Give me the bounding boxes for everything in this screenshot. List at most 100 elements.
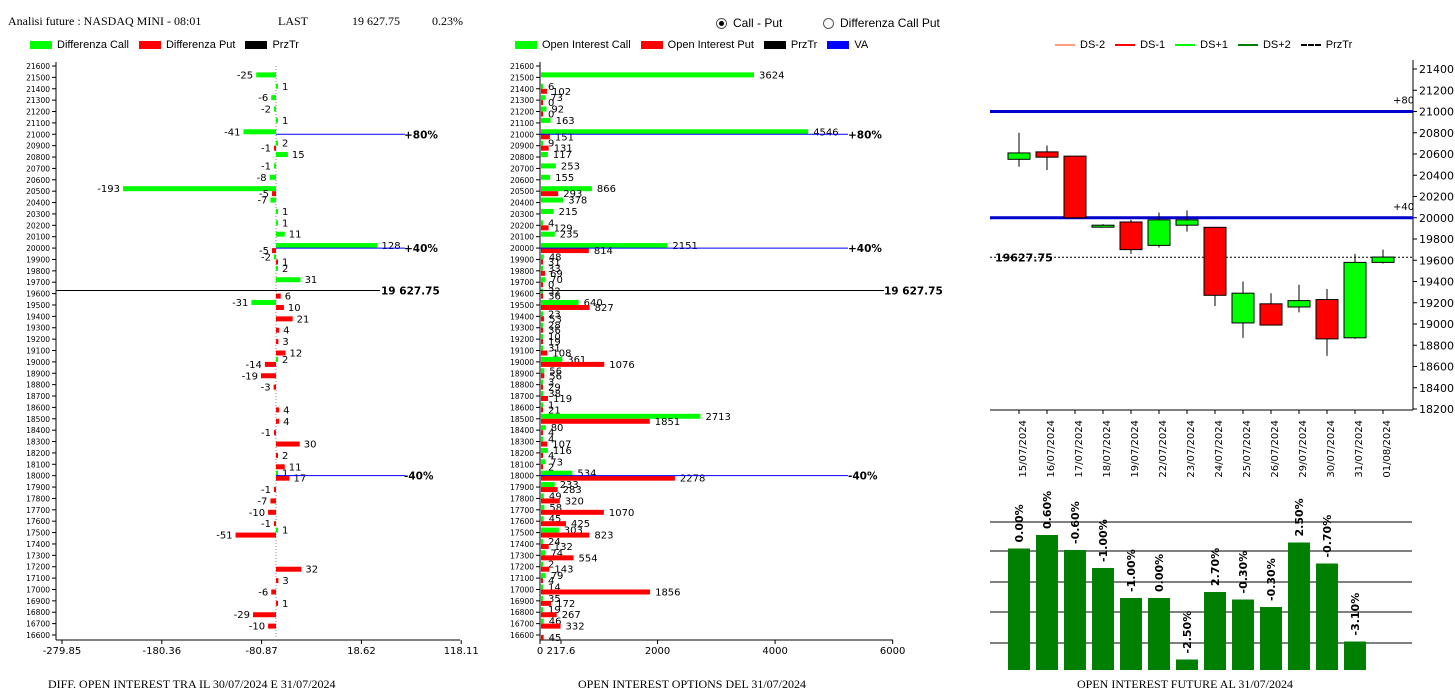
data-label: 3 — [282, 576, 288, 587]
x-tick-label: 217.6 — [547, 646, 576, 657]
bar — [541, 561, 543, 567]
oi-change-label: -2.50% — [1181, 611, 1194, 654]
oi-change-label: -1.00% — [1125, 549, 1138, 592]
y-tick-label: 21500 — [510, 73, 534, 82]
oi-change-label: -0.30% — [1265, 558, 1278, 601]
data-label: 2 — [548, 462, 554, 473]
header-title: Analisi future : NASDAQ MINI - 08:01 — [8, 14, 202, 28]
y-tick-label: 18600 — [1419, 361, 1454, 374]
data-label: 119 — [553, 394, 572, 405]
bar — [541, 129, 809, 135]
y-tick-label: 20300 — [26, 210, 50, 219]
data-label: 11 — [289, 462, 302, 473]
y-tick-label: 20400 — [1419, 169, 1454, 182]
data-label: 0 — [548, 110, 554, 121]
candle-body — [1315, 299, 1339, 340]
y-tick-label: 21300 — [26, 96, 50, 105]
data-label: 866 — [597, 184, 616, 195]
data-label: 33 — [548, 264, 561, 275]
y-tick-label: 18200 — [1419, 403, 1454, 416]
data-label: 814 — [594, 246, 613, 257]
data-label: -5 — [259, 246, 269, 257]
candle-body — [1147, 219, 1171, 246]
y-tick-label: 20000 — [510, 244, 534, 253]
bar — [541, 612, 557, 618]
data-label: 74 — [550, 548, 563, 559]
y-tick-label: 17500 — [510, 529, 534, 538]
data-label: 53 — [549, 314, 562, 325]
bar — [256, 72, 276, 78]
bar — [541, 635, 544, 640]
y-tick-label: 17400 — [510, 540, 534, 549]
data-label: 17 — [293, 474, 306, 485]
data-label: 233 — [560, 480, 579, 491]
y-tick-label: 20100 — [26, 233, 50, 242]
y-tick-label: 18500 — [26, 415, 50, 424]
data-label: -2 — [261, 105, 271, 116]
data-label: 2 — [282, 451, 288, 462]
x-tick-label: 29/07/2024 — [1298, 420, 1309, 478]
bar — [541, 600, 552, 606]
prztr-label: 19 627.75 — [381, 285, 440, 297]
radio-call-put[interactable]: Call - Put — [716, 16, 782, 30]
bar — [541, 83, 543, 89]
data-label: -6 — [258, 93, 268, 104]
bar — [541, 413, 701, 419]
y-tick-label: 19400 — [510, 312, 534, 321]
y-tick-label: 19800 — [510, 267, 534, 276]
y-tick-label: 16700 — [26, 620, 50, 629]
last-label: LAST — [278, 14, 308, 28]
y-tick-label: 17900 — [510, 483, 534, 492]
bar — [276, 452, 278, 458]
legend-item: PrzTr — [763, 39, 817, 51]
y-tick-label: 20800 — [510, 153, 534, 162]
y-tick-label: 18700 — [26, 392, 50, 401]
bar — [276, 470, 278, 476]
data-label: 10 — [548, 332, 561, 343]
data-label: 332 — [566, 622, 585, 633]
y-tick-label: 17900 — [26, 483, 50, 492]
bar — [123, 186, 276, 192]
x-tick-label: 25/07/2024 — [1242, 420, 1253, 478]
bar — [541, 282, 543, 288]
bar — [541, 436, 543, 442]
candle-body — [1287, 300, 1311, 308]
bar — [541, 368, 545, 374]
y-tick-label: 18400 — [510, 426, 534, 435]
data-label: -1 — [261, 161, 271, 172]
data-label: 1 — [282, 82, 288, 93]
radio-checked-icon — [716, 17, 727, 29]
bar — [276, 293, 281, 299]
x-tick-label: 30/07/2024 — [1326, 420, 1337, 478]
candle-body — [1343, 261, 1367, 339]
bar — [541, 487, 558, 493]
data-label: 108 — [552, 349, 571, 360]
radio-differenza-call-put[interactable]: Differenza Call Put — [823, 16, 940, 30]
bar — [541, 538, 543, 544]
y-tick-label: 18400 — [1419, 382, 1454, 395]
y-tick-label: 17000 — [510, 585, 534, 594]
y-tick-label: 21400 — [510, 85, 534, 94]
y-tick-label: 20900 — [510, 142, 534, 151]
data-label: 1070 — [609, 508, 634, 519]
data-label: 267 — [562, 610, 581, 621]
y-tick-label: 16600 — [26, 631, 50, 640]
x-tick-label: 23/07/2024 — [1186, 420, 1197, 478]
bar — [260, 373, 276, 379]
bar — [276, 578, 279, 584]
oi-change-bar — [1316, 563, 1338, 670]
data-label: 21 — [297, 314, 310, 325]
data-label: 132 — [554, 542, 573, 553]
y-tick-label: 19000 — [26, 358, 50, 367]
bar — [541, 339, 543, 345]
data-label: 4 — [548, 218, 554, 229]
y-tick-label: 20700 — [510, 164, 534, 173]
bar — [541, 327, 544, 333]
y-tick-label: 17400 — [26, 540, 50, 549]
y-tick-label: 21200 — [26, 108, 50, 117]
va-label: -40% — [404, 471, 434, 483]
data-label: 69 — [550, 269, 563, 280]
y-tick-label: 16800 — [510, 608, 534, 617]
data-label: 6 — [285, 292, 291, 303]
